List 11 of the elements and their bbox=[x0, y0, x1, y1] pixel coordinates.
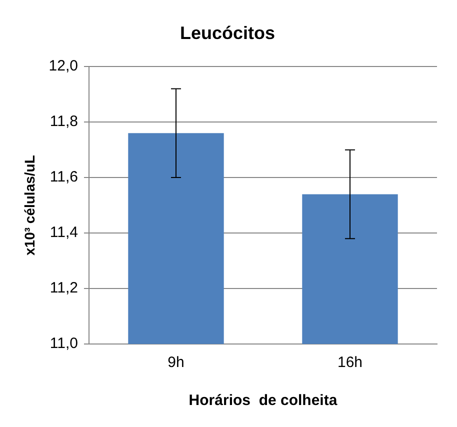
y-tick-label: 11,0 bbox=[50, 335, 78, 352]
y-tick-label: 11,8 bbox=[50, 113, 78, 130]
x-axis-title: Horários de colheita bbox=[188, 392, 338, 410]
x-tick-label: 9h bbox=[168, 354, 184, 372]
chart-title: Leucócitos bbox=[180, 22, 276, 43]
y-tick-label: 11,6 bbox=[50, 168, 78, 186]
y-tick-label: 11,2 bbox=[50, 280, 78, 297]
y-axis-title: x10³ células/uL bbox=[21, 154, 38, 256]
x-tick-label: 16h bbox=[337, 354, 363, 372]
y-tick-label: 11,4 bbox=[50, 224, 78, 242]
y-tick-label: 12,0 bbox=[48, 58, 78, 75]
